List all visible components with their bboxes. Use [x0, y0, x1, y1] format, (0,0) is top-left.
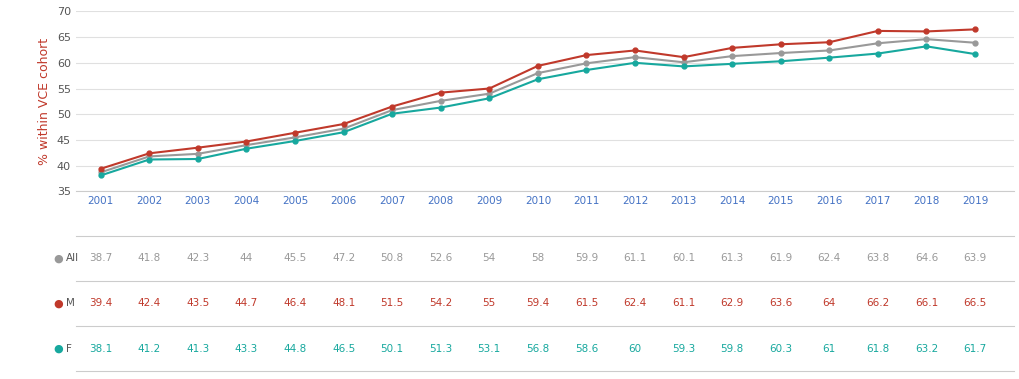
Text: 62.4: 62.4: [817, 253, 841, 263]
Text: 48.1: 48.1: [332, 299, 356, 309]
Text: 56.8: 56.8: [526, 344, 549, 354]
Text: 38.7: 38.7: [89, 253, 112, 263]
Text: 59.4: 59.4: [526, 299, 549, 309]
Text: 46.4: 46.4: [283, 299, 307, 309]
Text: 44.8: 44.8: [283, 344, 307, 354]
Text: 61.8: 61.8: [866, 344, 890, 354]
Text: 59.3: 59.3: [672, 344, 695, 354]
Text: 61: 61: [822, 344, 836, 354]
Text: 44.7: 44.7: [234, 299, 258, 309]
Text: 42.4: 42.4: [138, 299, 161, 309]
Text: 66.2: 66.2: [866, 299, 890, 309]
Text: 59.9: 59.9: [575, 253, 598, 263]
Text: 50.8: 50.8: [380, 253, 404, 263]
Text: 52.6: 52.6: [429, 253, 452, 263]
Text: ●: ●: [53, 344, 63, 354]
Text: 58: 58: [531, 253, 544, 263]
Text: 64.6: 64.6: [915, 253, 938, 263]
Text: 61.1: 61.1: [672, 299, 695, 309]
Text: 61.1: 61.1: [624, 253, 647, 263]
Text: 54: 54: [483, 253, 496, 263]
Text: 59.8: 59.8: [720, 344, 744, 354]
Text: 45.5: 45.5: [283, 253, 307, 263]
Text: 38.1: 38.1: [89, 344, 112, 354]
Text: 39.4: 39.4: [89, 299, 112, 309]
Text: 64: 64: [822, 299, 836, 309]
Text: 53.1: 53.1: [478, 344, 501, 354]
Text: 46.5: 46.5: [332, 344, 356, 354]
Text: 63.6: 63.6: [769, 299, 793, 309]
Text: 60: 60: [629, 344, 642, 354]
Text: 51.5: 51.5: [380, 299, 404, 309]
Text: 61.9: 61.9: [769, 253, 793, 263]
Text: 51.3: 51.3: [429, 344, 452, 354]
Text: 62.4: 62.4: [624, 299, 647, 309]
Text: F: F: [66, 344, 72, 354]
Text: 63.2: 63.2: [915, 344, 938, 354]
Text: 61.3: 61.3: [720, 253, 744, 263]
Text: 62.9: 62.9: [720, 299, 744, 309]
Text: 54.2: 54.2: [429, 299, 452, 309]
Text: 43.3: 43.3: [234, 344, 258, 354]
Text: 41.3: 41.3: [186, 344, 210, 354]
Text: 43.5: 43.5: [186, 299, 210, 309]
Text: ●: ●: [53, 299, 63, 309]
Text: 66.5: 66.5: [963, 299, 986, 309]
Text: 55: 55: [483, 299, 496, 309]
Text: 60.3: 60.3: [769, 344, 793, 354]
Text: 41.8: 41.8: [138, 253, 161, 263]
Y-axis label: % within VCE cohort: % within VCE cohort: [38, 38, 51, 165]
Text: 61.7: 61.7: [963, 344, 986, 354]
Text: 50.1: 50.1: [380, 344, 404, 354]
Text: 58.6: 58.6: [575, 344, 598, 354]
Text: 66.1: 66.1: [915, 299, 938, 309]
Text: 42.3: 42.3: [186, 253, 210, 263]
Text: 44: 44: [239, 253, 253, 263]
Text: 63.8: 63.8: [866, 253, 890, 263]
Text: 41.2: 41.2: [138, 344, 161, 354]
Text: 60.1: 60.1: [673, 253, 695, 263]
Text: All: All: [66, 253, 79, 263]
Text: 61.5: 61.5: [575, 299, 598, 309]
Text: 63.9: 63.9: [963, 253, 986, 263]
Text: ●: ●: [53, 253, 63, 263]
Text: 47.2: 47.2: [332, 253, 356, 263]
Text: M: M: [66, 299, 75, 309]
